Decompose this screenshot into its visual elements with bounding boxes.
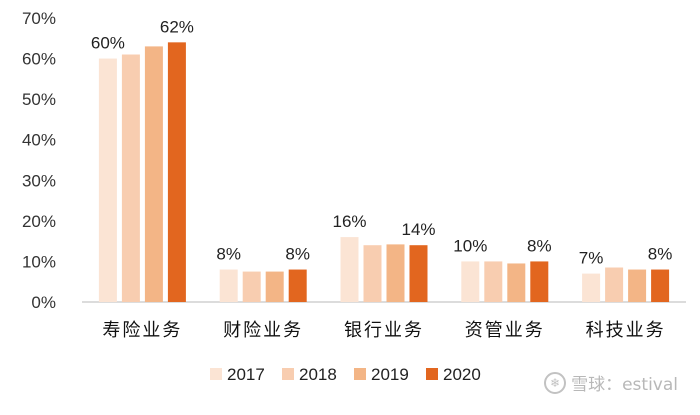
legend-swatch-2020 — [426, 368, 438, 380]
bar-2019 — [265, 271, 284, 302]
category-labels: 寿险业务 财险业务 银行业务 资管业务 科技业务 — [102, 320, 666, 341]
y-tick-label: 0% — [31, 293, 56, 312]
y-tick-label: 10% — [22, 252, 56, 271]
data-label: 8% — [527, 236, 552, 255]
data-label: 7% — [579, 249, 604, 268]
bar-2017 — [340, 237, 359, 302]
bar-2020 — [651, 269, 670, 302]
data-label: 10% — [453, 236, 487, 255]
category-label: 资管业务 — [465, 320, 545, 341]
bar-2017 — [219, 269, 238, 302]
y-tick-label: 20% — [22, 212, 56, 231]
data-label: 60% — [91, 34, 125, 53]
bar-2017 — [461, 261, 480, 302]
legend-swatch-2017 — [210, 368, 222, 380]
watermark: ❄ 雪球：estival — [544, 370, 678, 395]
bar-2018 — [484, 261, 503, 302]
legend-label: 2020 — [443, 365, 481, 384]
bar-2017 — [582, 273, 601, 302]
bar-2019 — [386, 244, 405, 302]
data-label: 8% — [285, 245, 310, 264]
category-label: 寿险业务 — [102, 320, 182, 341]
legend-label: 2018 — [299, 365, 337, 384]
category-label: 科技业务 — [586, 320, 666, 341]
bar-2017 — [98, 58, 117, 303]
bar-2020 — [288, 269, 307, 302]
legend-label: 2019 — [371, 365, 409, 384]
bar-2020 — [409, 245, 428, 302]
snowball-logo-icon: ❄ — [544, 371, 567, 394]
bar-2019 — [144, 46, 163, 303]
data-label: 8% — [648, 245, 673, 264]
legend-swatch-2019 — [354, 368, 366, 380]
y-tick-label: 50% — [22, 90, 56, 109]
bar-2018 — [363, 245, 382, 302]
y-tick-label: 60% — [22, 50, 56, 69]
y-tick-label: 40% — [22, 131, 56, 150]
y-tick-label: 70% — [22, 9, 56, 28]
legend: 2017 2018 2019 2020 — [210, 365, 481, 384]
data-labels: 60% 62% 8% 8% 16% 14% 10% 8% 7% 8% — [91, 17, 673, 267]
data-label: 16% — [332, 212, 366, 231]
bar-2018 — [121, 54, 140, 303]
data-label: 8% — [216, 245, 241, 264]
y-axis: 0% 10% 20% 30% 40% 50% 60% 70% — [22, 9, 56, 312]
y-tick-label: 30% — [22, 171, 56, 190]
bar-2018 — [605, 267, 624, 302]
watermark-text: 雪球：estival — [571, 375, 678, 395]
bar-2020 — [530, 261, 549, 302]
data-label: 62% — [160, 17, 194, 36]
bar-2018 — [242, 271, 261, 302]
bar-2020 — [167, 42, 186, 302]
bar-2019 — [628, 269, 647, 302]
category-label: 财险业务 — [223, 320, 303, 341]
category-label: 银行业务 — [344, 320, 424, 341]
data-label: 14% — [401, 220, 435, 239]
bars — [98, 42, 670, 303]
legend-label: 2017 — [227, 365, 265, 384]
legend-swatch-2018 — [282, 368, 294, 380]
bar-2019 — [507, 263, 526, 302]
